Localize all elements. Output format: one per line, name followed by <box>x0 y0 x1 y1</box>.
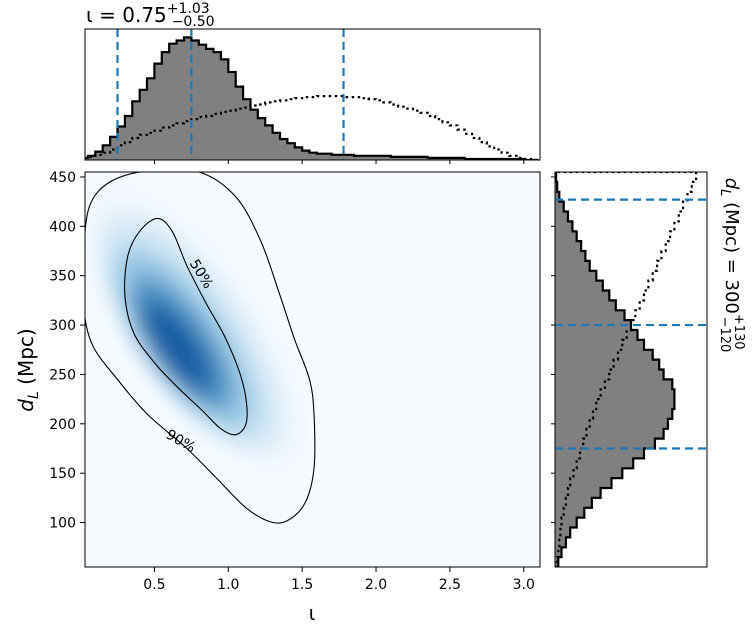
x-tick-label: 0.5 <box>143 577 165 593</box>
density-layer <box>141 300 213 394</box>
right-marginal-panel: dL (Mpc) = 300+130−120 <box>551 171 746 568</box>
density-blob <box>87 183 307 471</box>
right-hist-dotted <box>555 172 698 567</box>
top-title: ι = 0.75+1.03 −0.50 <box>86 1 215 30</box>
y-axis-label: dL (Mpc) <box>14 328 42 411</box>
top-hist-dotted <box>85 95 539 160</box>
x-tick-label: 1.0 <box>217 577 239 593</box>
y-tick-label: 300 <box>49 318 76 334</box>
y-tick-label: 150 <box>49 466 76 482</box>
x-tick-label: 1.5 <box>291 577 313 593</box>
y-tick-label: 100 <box>49 516 76 532</box>
top-panel-frame <box>84 28 541 161</box>
right-side-label: dL (Mpc) = 300+130−120 <box>717 178 746 353</box>
y-tick-label: 350 <box>49 269 76 285</box>
right-hist-fill <box>555 172 675 567</box>
contour-50pct <box>124 217 248 436</box>
right-hist-outline <box>555 172 676 567</box>
joint-panel: 50%90% 0.5 1.0 1.5 2.0 2.5 3.0 10015020025030… <box>14 170 541 625</box>
top-hist-outline <box>85 36 539 160</box>
y-tick-label: 200 <box>49 417 76 433</box>
contour-90pct <box>85 172 316 524</box>
top-hist-fill <box>85 37 539 160</box>
right-panel-frame <box>554 171 708 568</box>
x-tick-label: 3.0 <box>513 577 535 593</box>
x-axis-label: ι <box>309 601 316 625</box>
y-tick-label: 450 <box>49 170 76 186</box>
y-tick-label: 250 <box>49 367 76 383</box>
top-marginal-panel: ι = 0.75+1.03 −0.50 <box>84 1 541 164</box>
x-tick-label: 2.0 <box>365 577 387 593</box>
y-tick-label: 400 <box>49 219 76 235</box>
joint-panel-frame <box>84 171 541 568</box>
x-tick-label: 2.5 <box>439 577 461 593</box>
